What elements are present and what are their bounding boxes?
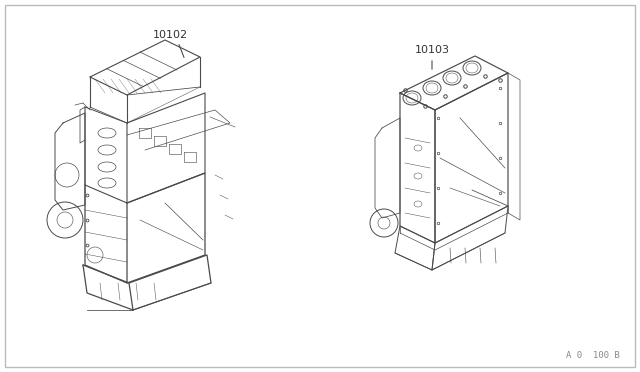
Text: A 0  100 B: A 0 100 B <box>566 350 620 359</box>
Text: 10102: 10102 <box>152 30 188 40</box>
Text: 10103: 10103 <box>415 45 449 55</box>
